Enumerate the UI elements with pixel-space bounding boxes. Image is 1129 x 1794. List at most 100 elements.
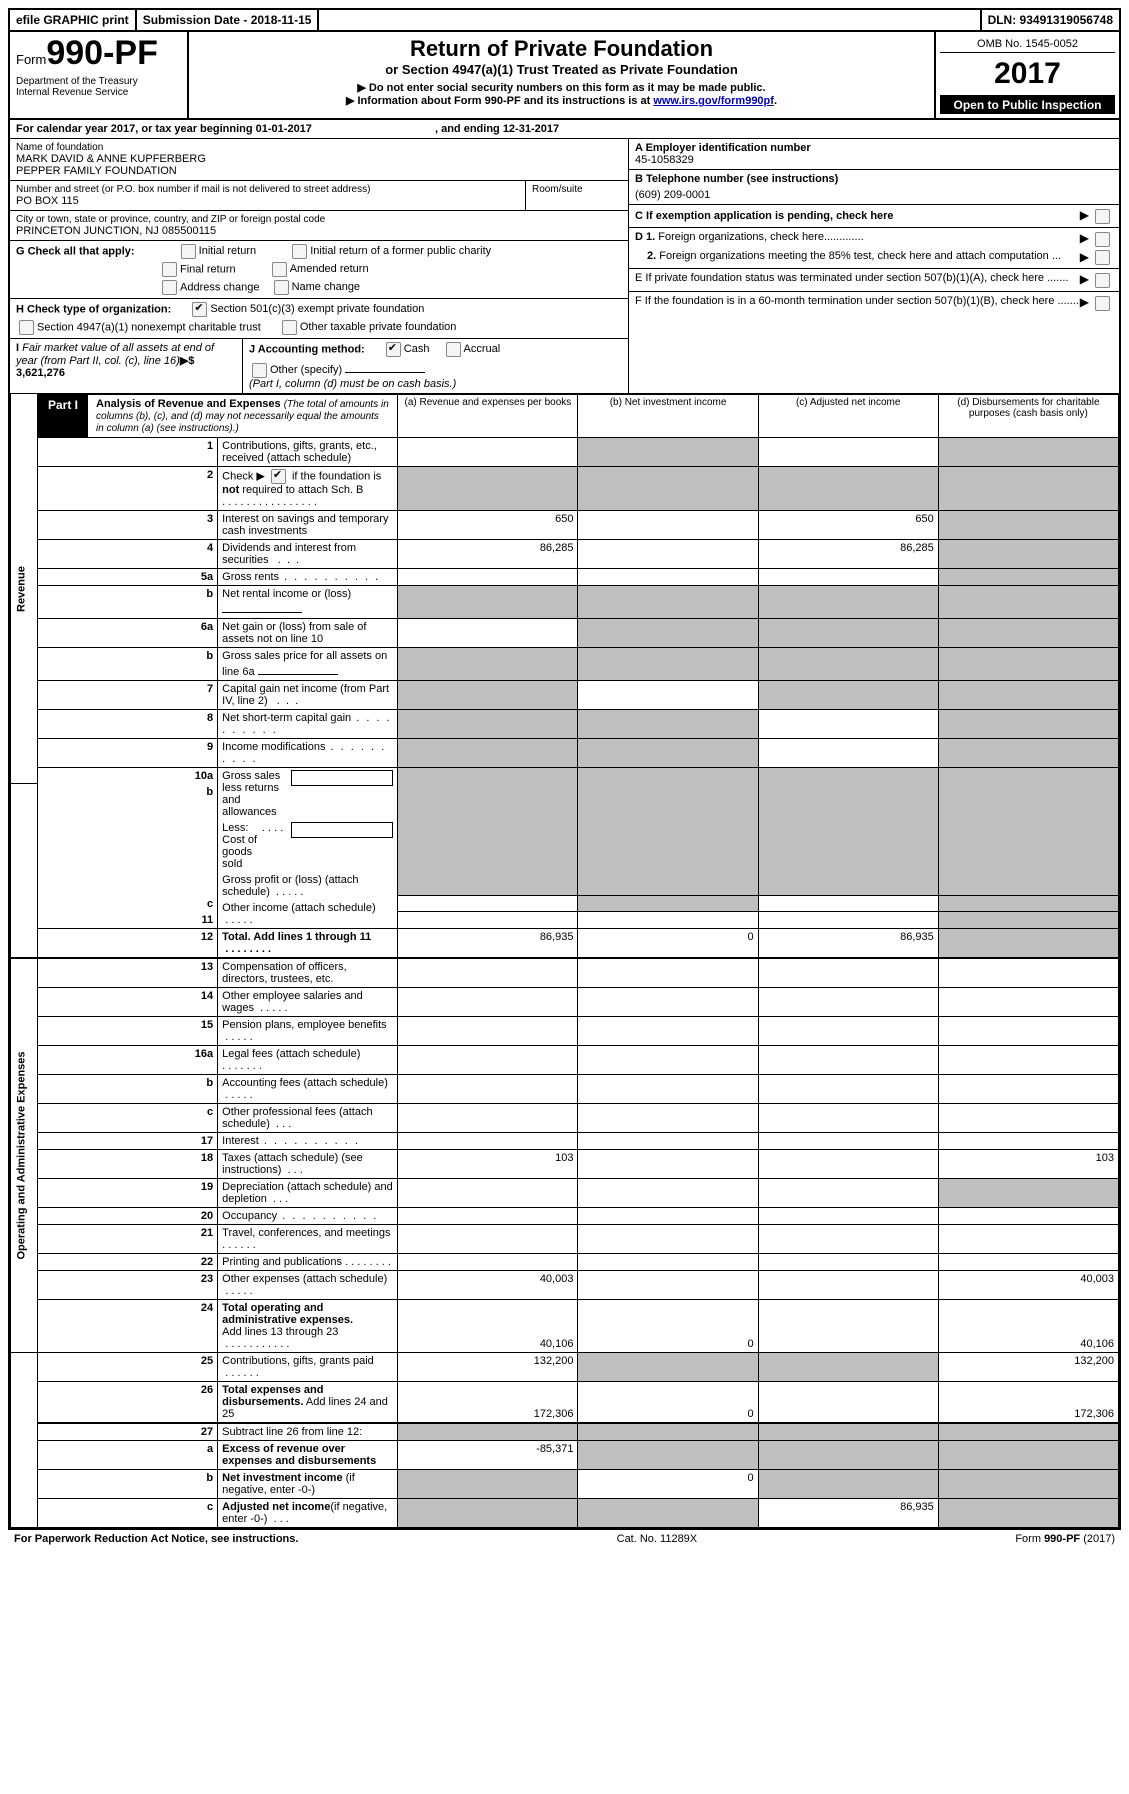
cal-end: , and ending 12-31-2017 <box>435 123 559 135</box>
col-d-header: (d) Disbursements for charitable purpose… <box>938 394 1118 438</box>
row-desc: Gross sales price for all assets on line… <box>218 647 398 680</box>
row-num: 6a <box>38 618 218 647</box>
row-num: 4 <box>38 539 218 568</box>
expenses-vert-label: Operating and Administrative Expenses <box>11 958 38 1353</box>
d1-text: Foreign organizations, check here.......… <box>658 231 863 243</box>
initial-return-checkbox[interactable] <box>181 244 196 259</box>
d1-checkbox[interactable] <box>1095 232 1110 247</box>
row-num: b <box>38 647 218 680</box>
arrow-icon: ▶ <box>1080 295 1089 309</box>
initial-former-checkbox[interactable] <box>292 244 307 259</box>
d2-text: Foreign organizations meeting the 85% te… <box>659 250 1061 262</box>
j-other: Other (specify) <box>270 364 342 376</box>
irs-link[interactable]: www.irs.gov/form990pf <box>653 95 774 107</box>
efile-label: efile GRAPHIC print <box>10 10 137 30</box>
warn-prefix: ▶ Information about Form 990-PF and its … <box>346 95 653 107</box>
row-num: 5a <box>38 568 218 585</box>
cogs-box[interactable] <box>291 822 393 838</box>
val-d: 40,106 <box>938 1299 1118 1352</box>
i-fmv-cell: I Fair market value of all assets at end… <box>10 339 243 393</box>
f-checkbox[interactable] <box>1095 296 1110 311</box>
row-desc: Other professional fees (attach schedule… <box>218 1103 398 1132</box>
val-a: 103 <box>398 1149 578 1178</box>
j-label: J Accounting method: <box>249 343 365 355</box>
e-checkbox[interactable] <box>1095 273 1110 288</box>
i-j-row: I Fair market value of all assets at end… <box>10 339 628 393</box>
row-num: 8 <box>38 709 218 738</box>
form-number: 990-PF <box>46 34 158 72</box>
sales-input[interactable] <box>258 662 338 675</box>
r10c-desc: Gross profit or (loss) (attach schedule) <box>222 874 358 898</box>
row-num: 7 <box>38 680 218 709</box>
ein-label: A Employer identification number <box>635 142 1113 154</box>
row-num: 13 <box>38 958 218 988</box>
other-method-checkbox[interactable] <box>252 363 267 378</box>
final-return-checkbox[interactable] <box>162 262 177 277</box>
c-checkbox[interactable] <box>1095 209 1110 224</box>
row-desc: Other employee salaries and wages . . . … <box>218 987 398 1016</box>
h-check-cell: H Check type of organization: Section 50… <box>10 299 628 339</box>
tax-year: 2017 <box>940 53 1115 96</box>
g-opt-1: Initial return of a former public charit… <box>310 245 491 257</box>
address-change-checkbox[interactable] <box>162 280 177 295</box>
row-desc: Interest <box>218 1132 398 1149</box>
row-num: 25 <box>38 1352 218 1381</box>
g-opt-5: Name change <box>292 281 361 293</box>
room-label: Room/suite <box>532 184 622 195</box>
form-title: Return of Private Foundation <box>197 36 926 62</box>
row-desc: Check ▶ if the foundation is not require… <box>218 466 398 510</box>
c-label: C If exemption application is pending, c… <box>635 210 894 222</box>
row-num: 23 <box>38 1270 218 1299</box>
g-opt-2: Final return <box>180 263 236 275</box>
rental-input[interactable] <box>222 600 302 613</box>
dln: DLN: 93491319056748 <box>982 10 1119 30</box>
row-num: 24 <box>38 1299 218 1352</box>
j-note: (Part I, column (d) must be on cash basi… <box>249 378 622 390</box>
row-num: c <box>38 896 218 912</box>
val-a: 132,200 <box>398 1352 578 1381</box>
r10a-desc: Gross sales less returns and allowances <box>222 770 283 818</box>
lines-10-11: Gross sales less returns and allowances … <box>218 767 398 928</box>
4947-checkbox[interactable] <box>19 320 34 335</box>
header-center: Return of Private Foundation or Section … <box>189 32 936 118</box>
other-taxable-checkbox[interactable] <box>282 320 297 335</box>
part-label: Part I <box>38 395 88 437</box>
calendar-year-row: For calendar year 2017, or tax year begi… <box>10 120 1119 139</box>
cash-checkbox[interactable] <box>386 342 401 357</box>
gross-sales-box[interactable] <box>291 770 393 786</box>
d-foreign-cell: D 1. Foreign organizations, check here..… <box>629 228 1119 269</box>
omb-number: OMB No. 1545-0052 <box>940 36 1115 53</box>
row-desc: Subtract line 26 from line 12: <box>218 1423 398 1441</box>
dept-treasury: Department of the Treasury <box>16 76 181 87</box>
accrual-checkbox[interactable] <box>446 342 461 357</box>
dots: . . . . . . . . . . . . . . . . <box>222 496 317 508</box>
ein-value: 45-1058329 <box>635 154 1113 166</box>
val-c: 86,935 <box>758 1498 938 1527</box>
part-desc: Analysis of Revenue and Expenses (The to… <box>88 395 397 437</box>
addr-label: Number and street (or P.O. box number if… <box>16 184 519 195</box>
row-desc: Taxes (attach schedule) (see instruction… <box>218 1149 398 1178</box>
val-a: 40,106 <box>398 1299 578 1352</box>
row-desc: Net investment income (if negative, ente… <box>218 1469 398 1498</box>
row-num: 16a <box>38 1045 218 1074</box>
501c3-checkbox[interactable] <box>192 302 207 317</box>
name-change-checkbox[interactable] <box>274 280 289 295</box>
amended-return-checkbox[interactable] <box>272 262 287 277</box>
row-num: 17 <box>38 1132 218 1149</box>
part1-title: Analysis of Revenue and Expenses <box>96 398 281 410</box>
phone-label: B Telephone number (see instructions) <box>635 173 1113 185</box>
submission-date: Submission Date - 2018-11-15 <box>137 10 320 30</box>
form-word: Form <box>16 52 46 67</box>
city-cell: City or town, state or province, country… <box>10 211 628 241</box>
other-specify-input[interactable] <box>345 360 425 373</box>
val-d: 172,306 <box>938 1381 1118 1423</box>
h-label: H Check type of organization: <box>16 303 171 315</box>
schb-checkbox[interactable] <box>271 469 286 484</box>
part1-header-row: Revenue Part I Analysis of Revenue and E… <box>11 394 1119 438</box>
d2-checkbox[interactable] <box>1095 250 1110 265</box>
row-desc: Contributions, gifts, grants paid . . . … <box>218 1352 398 1381</box>
col-c-header: (c) Adjusted net income <box>758 394 938 438</box>
row-desc: Accounting fees (attach schedule) . . . … <box>218 1074 398 1103</box>
h-opt-1: Section 501(c)(3) exempt private foundat… <box>210 303 424 315</box>
row-desc: Total expenses and disbursements. Add li… <box>218 1381 398 1423</box>
